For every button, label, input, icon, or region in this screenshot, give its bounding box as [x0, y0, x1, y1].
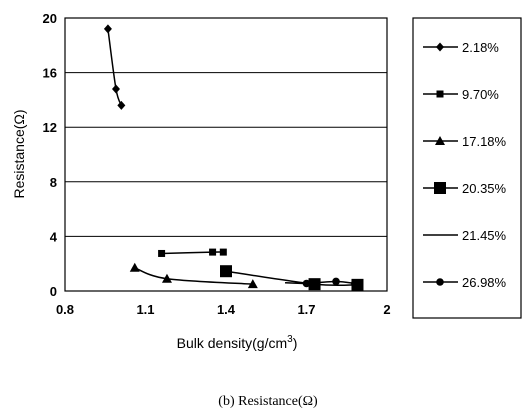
- series-line: [285, 282, 320, 285]
- data-point: [103, 24, 112, 34]
- legend-item: 9.70%: [423, 87, 499, 102]
- x-tick-labels: 0.8 1.1 1.4 1.7 2: [56, 302, 391, 317]
- data-point: [436, 42, 444, 52]
- legend-label: 21.45%: [462, 228, 507, 243]
- legend-box: [412, 17, 522, 319]
- series: [302, 277, 359, 288]
- y-tick-label: 8: [50, 175, 57, 190]
- x-tick-label: 1.4: [217, 302, 236, 317]
- data-point: [209, 248, 217, 256]
- series: [285, 282, 320, 285]
- data-point: [220, 265, 232, 278]
- data-point: [129, 262, 140, 272]
- legend-item: 26.98%: [423, 275, 507, 290]
- series: [158, 248, 227, 257]
- data-point: [117, 100, 126, 110]
- x-axis-title: Bulk density(g/cm3): [177, 334, 298, 351]
- data-point: [332, 277, 340, 286]
- data-point: [161, 273, 172, 283]
- x-axis-title-end: ): [293, 335, 298, 351]
- legend-label: 20.35%: [462, 181, 507, 196]
- data-point: [434, 182, 446, 194]
- data-point: [436, 90, 444, 98]
- y-tick-label: 16: [43, 66, 57, 81]
- x-tick-label: 1.1: [136, 302, 154, 317]
- legend-label: 17.18%: [462, 134, 507, 149]
- series-line: [107, 28, 123, 106]
- data-point: [247, 279, 258, 289]
- series: [129, 262, 258, 289]
- legend-item: 17.18%: [423, 134, 507, 149]
- y-axis-title: Resistance(Ω): [11, 109, 27, 198]
- data-series: [103, 24, 364, 291]
- x-axis-title-sup: 3: [287, 334, 293, 345]
- data-point: [436, 278, 444, 286]
- x-axis-title-main: Bulk density(g/cm: [177, 335, 287, 351]
- legend-item: 21.45%: [423, 228, 507, 243]
- legend-label: 9.70%: [462, 87, 499, 102]
- data-point: [351, 279, 359, 288]
- chart-caption: (b) Resistance(Ω): [218, 394, 318, 409]
- data-point: [435, 136, 445, 145]
- y-tick-label: 12: [43, 120, 57, 135]
- y-tick-label: 4: [50, 229, 58, 244]
- legend-item: 2.18%: [423, 40, 499, 55]
- data-point: [219, 248, 227, 256]
- legend-label: 2.18%: [462, 40, 499, 55]
- grid-lines: [65, 72, 387, 237]
- data-point: [158, 249, 166, 257]
- series-line: [134, 267, 253, 285]
- series: [103, 24, 126, 110]
- series: [220, 265, 364, 291]
- x-tick-label: 2: [383, 302, 390, 317]
- y-tick-label: 0: [50, 284, 57, 299]
- x-tick-label: 0.8: [56, 302, 74, 317]
- y-tick-labels: 0 4 8 12 16 20: [43, 11, 58, 299]
- legend-label: 26.98%: [462, 275, 507, 290]
- legend-item: 20.35%: [423, 181, 507, 196]
- data-point: [302, 279, 311, 288]
- x-tick-label: 1.7: [297, 302, 315, 317]
- data-point: [111, 84, 120, 94]
- plot-area: [64, 17, 388, 292]
- legend: 2.18% 9.70% 17.18% 20.35% 21.45% 26.98%: [423, 40, 507, 290]
- y-tick-label: 20: [43, 11, 57, 26]
